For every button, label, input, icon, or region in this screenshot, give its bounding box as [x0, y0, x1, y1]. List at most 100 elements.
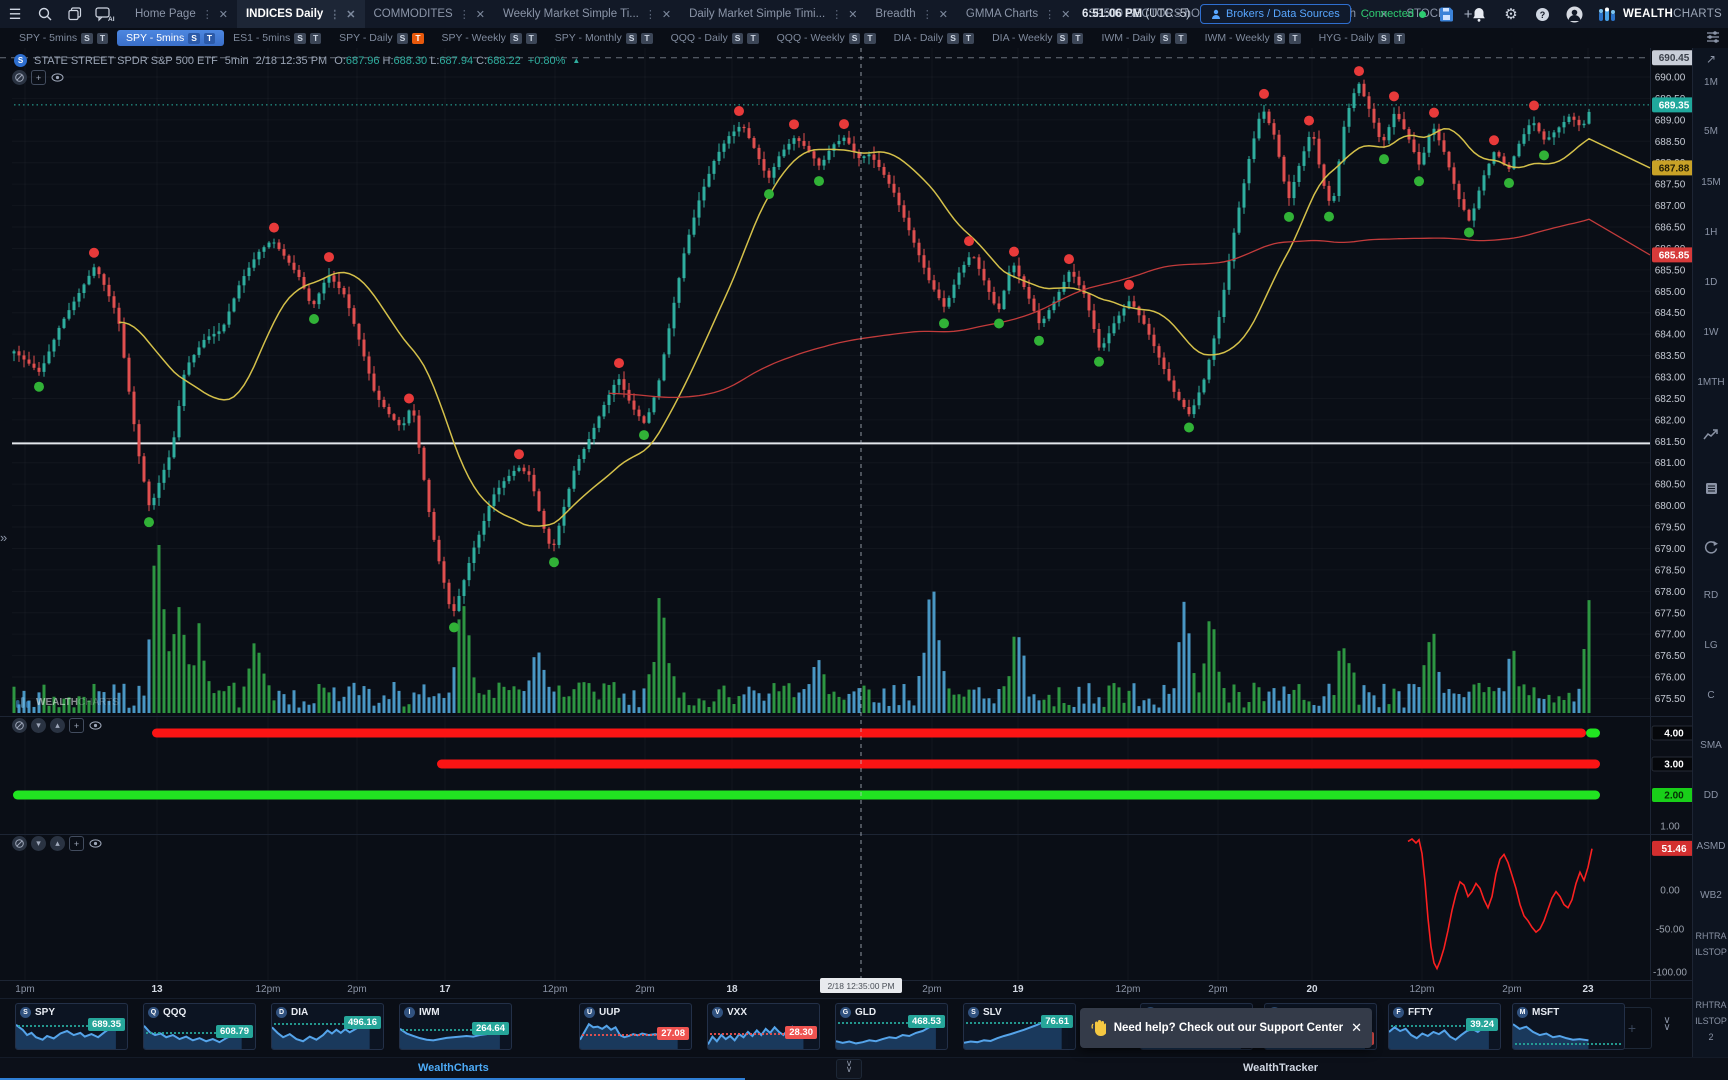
tab-menu-icon[interactable]: ⋮	[459, 8, 470, 21]
strategy-badge[interactable]: S	[947, 33, 959, 44]
ticker-tile-dia[interactable]: DDIA496.16	[271, 1003, 384, 1050]
footer-collapse-chevron[interactable]: ∨∨	[836, 1059, 862, 1079]
workspace-tab-home-page[interactable]: Home Page⋮✕	[126, 0, 237, 28]
symbol-tab-es1-5mins[interactable]: ES1 - 5minsST	[224, 30, 330, 46]
notifications-icon[interactable]	[1468, 3, 1490, 25]
eye-icon[interactable]	[88, 718, 103, 733]
tab-close-icon[interactable]: ✕	[1061, 8, 1070, 21]
help-icon[interactable]: ?	[1532, 3, 1554, 25]
symbol-tab-qqq-weekly[interactable]: QQQ - WeeklyST	[768, 30, 885, 46]
ticker-tile-ffty[interactable]: FFFTY39.24	[1388, 1003, 1501, 1050]
sidebar-indicator-dd[interactable]: DD	[1693, 790, 1728, 801]
timer-badge[interactable]: T	[747, 33, 758, 44]
search-icon[interactable]	[30, 0, 60, 28]
move-pane-down-icon[interactable]: ▾	[31, 718, 46, 733]
layers-icon[interactable]	[60, 0, 90, 28]
wealthtracker-footer-tab[interactable]: WealthTracker	[1243, 1062, 1318, 1074]
symbol-tab-spy-5mins[interactable]: SPY - 5minsST	[117, 30, 224, 46]
tab-close-icon[interactable]: ✕	[346, 8, 355, 21]
menu-icon[interactable]: ☰	[0, 0, 30, 28]
workspace-tab-indices-daily[interactable]: INDICES Daily⋮✕	[237, 0, 365, 28]
tab-close-icon[interactable]: ✕	[476, 8, 485, 21]
ticker-tile-vxx[interactable]: VVXX28.30	[707, 1003, 820, 1050]
tab-close-icon[interactable]: ✕	[662, 8, 671, 21]
trend-icon[interactable]	[1693, 429, 1728, 444]
eye-icon[interactable]	[50, 70, 65, 85]
tab-menu-icon[interactable]: ⋮	[922, 8, 933, 21]
ai-chat-icon[interactable]: AI	[90, 0, 120, 28]
symbol-tab-hyg-daily[interactable]: HYG - DailyST	[1310, 30, 1414, 46]
add-indicator-icon[interactable]: +	[69, 836, 84, 851]
expand-icon[interactable]: ↗	[1693, 52, 1728, 66]
ticker-tile-spy[interactable]: SSPY689.35	[15, 1003, 128, 1050]
settings-gear-icon[interactable]: ⚙	[1500, 3, 1522, 25]
timer-badge[interactable]: T	[310, 33, 321, 44]
timer-badge[interactable]: T	[204, 33, 215, 44]
strip-collapse-chevron[interactable]: ∨∨	[1656, 1017, 1678, 1039]
symbol-tab-dia-daily[interactable]: DIA - DailyST	[885, 30, 983, 46]
sidebar-indicator-rhtra-2[interactable]: RHTRA	[1693, 1000, 1728, 1010]
symbol-tab-qqq-daily[interactable]: QQQ - DailyST	[662, 30, 768, 46]
news-icon[interactable]	[1693, 482, 1728, 498]
hide-pane-icon[interactable]	[12, 70, 27, 85]
tab-menu-icon[interactable]: ⋮	[831, 8, 842, 21]
symbol-tab-iwm-daily[interactable]: IWM - DailyST	[1092, 30, 1195, 46]
wealthcharts-footer-tab[interactable]: WealthCharts	[418, 1062, 489, 1074]
workspace-tab-breadth[interactable]: Breadth⋮✕	[866, 0, 957, 28]
ticker-tile-iwm[interactable]: IIWM264.64	[399, 1003, 512, 1050]
timer-badge[interactable]: T	[412, 33, 423, 44]
strategy-badge[interactable]: S	[1160, 33, 1172, 44]
symbol-tab-spy-weekly[interactable]: SPY - WeeklyST	[433, 30, 546, 46]
add-indicator-icon[interactable]: +	[31, 70, 46, 85]
timer-badge[interactable]: T	[97, 33, 108, 44]
timeframe-1d[interactable]: 1D	[1693, 277, 1728, 288]
timeframe-1m[interactable]: 1M	[1693, 77, 1728, 88]
ticker-tile-qqq[interactable]: QQQQ608.79	[143, 1003, 256, 1050]
brokers-data-sources-button[interactable]: Brokers / Data Sources	[1200, 4, 1351, 24]
timeframe-1mth[interactable]: 1MTH	[1693, 377, 1728, 388]
workspace-tab-daily-market-simple-timi[interactable]: Daily Market Simple Timi...⋮✕	[680, 0, 866, 28]
sidebar-indicator-c[interactable]: C	[1693, 690, 1728, 701]
save-icon[interactable]	[1436, 3, 1458, 25]
strategy-badge[interactable]: S	[626, 33, 638, 44]
ticker-tile-msft[interactable]: MMSFT	[1512, 1003, 1625, 1050]
sidebar-indicator-ilstop[interactable]: ILSTOP	[1693, 947, 1728, 957]
sidebar-indicator-ilstop-2[interactable]: ILSTOP	[1693, 1016, 1728, 1026]
timeframe-1w[interactable]: 1W	[1693, 327, 1728, 338]
sidebar-indicator-asmd[interactable]: ASMD	[1693, 841, 1728, 852]
refresh-icon[interactable]	[1693, 540, 1728, 557]
tab-menu-icon[interactable]: ⋮	[645, 8, 656, 21]
add-indicator-icon[interactable]: +	[69, 718, 84, 733]
symbol-tab-spy-monthly[interactable]: SPY - MonthlyST	[546, 30, 662, 46]
chart-canvas[interactable]: 690.00689.50689.00688.50688.00687.50687.…	[0, 48, 1692, 998]
ticker-tile-gld[interactable]: GGLD468.53	[835, 1003, 948, 1050]
ticker-tile-slv[interactable]: SSLV76.61	[963, 1003, 1076, 1050]
hide-pane-icon[interactable]	[12, 836, 27, 851]
timeframe-5m[interactable]: 5M	[1693, 126, 1728, 137]
toast-close-icon[interactable]: ✕	[1351, 1020, 1362, 1036]
symbol-tab-spy-5mins[interactable]: SPY - 5minsST	[10, 30, 117, 46]
symbol-tab-dia-weekly[interactable]: DIA - WeeklyST	[983, 30, 1092, 46]
eye-icon[interactable]	[88, 836, 103, 851]
strategy-badge[interactable]: S	[294, 33, 306, 44]
sidebar-indicator-rd[interactable]: RD	[1693, 590, 1728, 601]
strategy-badge[interactable]: S	[1378, 33, 1390, 44]
timer-badge[interactable]: T	[1289, 33, 1300, 44]
tab-menu-icon[interactable]: ⋮	[202, 8, 213, 21]
workspace-tab-commodites[interactable]: COMMODITES⋮✕	[365, 0, 494, 28]
symbol-tab-iwm-weekly[interactable]: IWM - WeeklyST	[1196, 30, 1310, 46]
move-pane-down-icon[interactable]: ▾	[31, 836, 46, 851]
tab-close-icon[interactable]: ✕	[939, 8, 948, 21]
move-pane-up-icon[interactable]: ▴	[50, 718, 65, 733]
timer-badge[interactable]: T	[864, 33, 875, 44]
tab-menu-icon[interactable]: ⋮	[1044, 8, 1055, 21]
timer-badge[interactable]: T	[963, 33, 974, 44]
main-chart[interactable]: 690.00689.50689.00688.50688.00687.50687.…	[0, 48, 1728, 998]
timer-badge[interactable]: T	[1175, 33, 1186, 44]
timeframe-1h[interactable]: 1H	[1693, 227, 1728, 238]
strategy-badge[interactable]: S	[1274, 33, 1286, 44]
strategy-badge[interactable]: S	[1057, 33, 1069, 44]
avatar[interactable]	[1564, 3, 1586, 25]
sidebar-indicator-2-2[interactable]: 2	[1693, 1032, 1728, 1042]
tab-close-icon[interactable]: ✕	[848, 8, 857, 21]
